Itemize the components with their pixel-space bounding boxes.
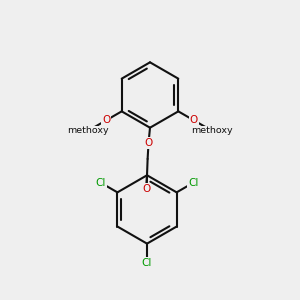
Text: methoxy: methoxy xyxy=(68,126,109,135)
Text: O: O xyxy=(142,184,151,194)
Text: Cl: Cl xyxy=(188,178,199,188)
Text: Cl: Cl xyxy=(142,258,152,268)
Text: O: O xyxy=(190,115,198,125)
Text: O: O xyxy=(102,115,110,125)
Text: Cl: Cl xyxy=(95,178,106,188)
Text: O: O xyxy=(144,138,153,148)
Text: methoxy: methoxy xyxy=(191,126,232,135)
